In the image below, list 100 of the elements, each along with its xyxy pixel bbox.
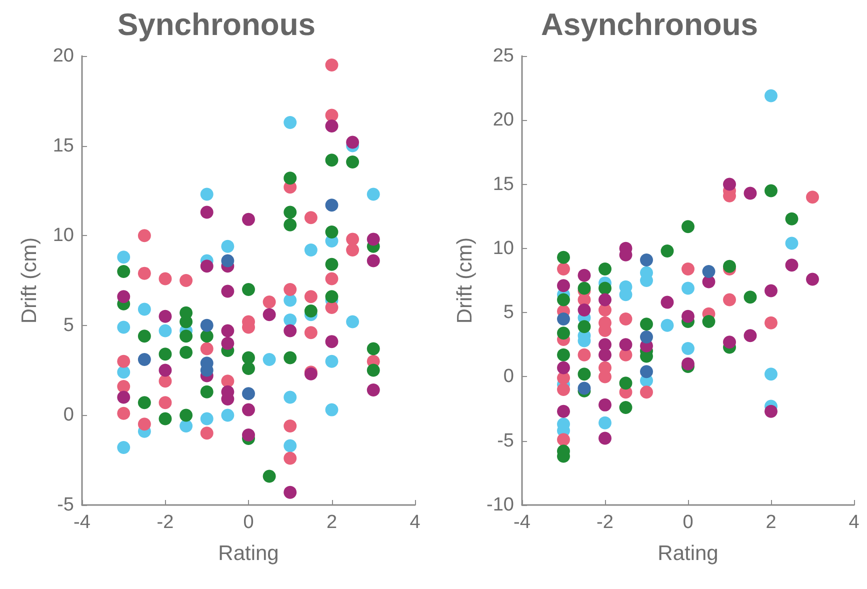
point xyxy=(325,198,338,212)
point xyxy=(221,336,234,350)
point xyxy=(682,220,694,234)
point xyxy=(117,265,130,278)
point xyxy=(284,486,297,499)
point xyxy=(284,390,297,404)
point xyxy=(619,312,632,326)
point xyxy=(117,406,130,420)
point xyxy=(785,258,798,272)
point xyxy=(158,364,172,377)
point xyxy=(325,154,338,167)
point xyxy=(764,316,778,330)
x-axis-title: Rating xyxy=(658,542,718,565)
point xyxy=(764,404,778,418)
point xyxy=(284,206,297,219)
point xyxy=(578,320,591,334)
point xyxy=(221,284,234,298)
point xyxy=(304,243,318,256)
y-tick-label: 0 xyxy=(503,366,514,388)
point xyxy=(744,329,757,342)
point xyxy=(262,308,276,322)
point xyxy=(325,354,338,368)
point xyxy=(117,366,130,379)
point xyxy=(325,258,338,271)
point xyxy=(598,432,612,445)
point xyxy=(619,401,632,414)
point xyxy=(262,296,276,309)
y-tick-label: 20 xyxy=(492,110,514,131)
x-tick-label: 2 xyxy=(326,512,338,533)
point xyxy=(598,262,612,276)
point xyxy=(682,342,694,355)
point xyxy=(221,408,234,422)
point xyxy=(158,310,172,323)
point xyxy=(366,188,380,201)
point xyxy=(682,262,694,276)
point xyxy=(557,293,570,306)
point xyxy=(660,244,674,258)
point xyxy=(640,318,653,331)
point xyxy=(200,385,214,398)
point xyxy=(619,376,632,390)
point xyxy=(138,396,151,410)
x-tick-label: 0 xyxy=(682,512,694,533)
point xyxy=(158,324,172,338)
point xyxy=(221,324,234,338)
point xyxy=(325,226,338,239)
point xyxy=(242,362,255,375)
point xyxy=(764,89,778,102)
point xyxy=(346,232,360,246)
point xyxy=(138,353,151,366)
point xyxy=(304,304,318,318)
point xyxy=(180,330,193,343)
point xyxy=(180,419,193,432)
point xyxy=(242,428,255,442)
point xyxy=(325,335,338,348)
point xyxy=(598,416,612,430)
point xyxy=(117,380,130,393)
y-tick-label: 5 xyxy=(63,314,74,336)
point xyxy=(660,318,674,332)
point xyxy=(200,318,214,332)
x-tick-label: -4 xyxy=(74,512,91,533)
point xyxy=(284,439,297,452)
point xyxy=(158,412,172,426)
point xyxy=(557,262,570,276)
point xyxy=(262,353,276,366)
point xyxy=(180,274,193,287)
point xyxy=(640,253,653,266)
point xyxy=(744,290,757,304)
x-tick-label: -2 xyxy=(596,512,614,533)
point xyxy=(325,272,338,286)
y-tick-label: -10 xyxy=(486,494,514,516)
point xyxy=(578,382,591,395)
point xyxy=(806,272,819,286)
y-tick-label: 10 xyxy=(492,238,514,259)
point xyxy=(138,418,151,431)
point xyxy=(557,326,570,340)
point xyxy=(284,282,297,296)
point xyxy=(557,433,570,446)
point xyxy=(200,330,214,343)
point xyxy=(138,302,151,316)
point xyxy=(640,386,653,399)
point xyxy=(557,250,570,264)
x-tick-label: 4 xyxy=(848,512,860,533)
point xyxy=(346,155,360,168)
y-tick-label: -5 xyxy=(497,430,514,452)
point xyxy=(744,186,757,200)
y-tick-label: 10 xyxy=(52,225,74,246)
point xyxy=(557,383,570,396)
point xyxy=(200,260,214,273)
point xyxy=(200,412,214,426)
point xyxy=(117,320,130,334)
point xyxy=(200,426,214,440)
y-tick-label: -5 xyxy=(57,494,74,516)
point xyxy=(304,211,318,224)
point xyxy=(284,351,297,364)
point xyxy=(221,374,234,388)
y-axis-title: Drift (cm) xyxy=(454,237,477,324)
point xyxy=(557,361,570,374)
point xyxy=(660,296,674,309)
point xyxy=(262,470,276,483)
point xyxy=(138,266,151,280)
